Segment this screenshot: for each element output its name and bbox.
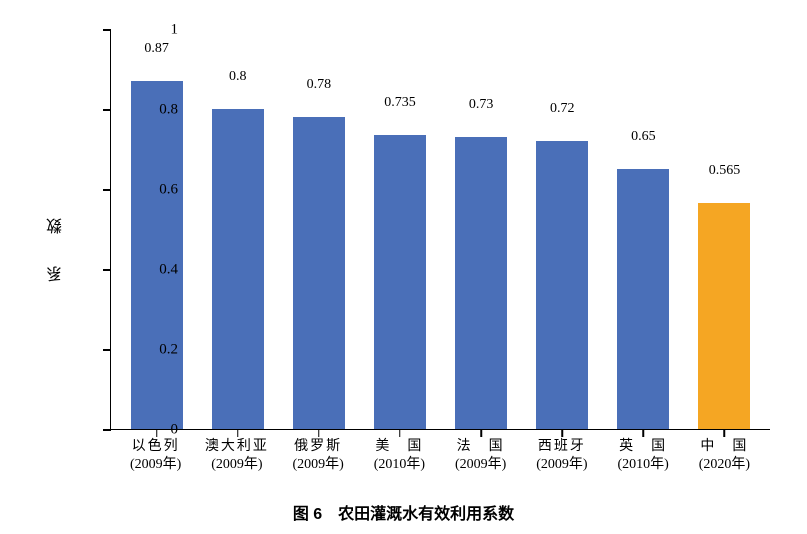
bar-slot: 0.78 bbox=[278, 30, 359, 429]
bar-value-label: 0.65 bbox=[631, 129, 656, 149]
bar-value-label: 0.73 bbox=[469, 97, 494, 117]
year-label: (2009年) bbox=[440, 456, 521, 474]
bar bbox=[536, 141, 588, 429]
bar-slot: 0.735 bbox=[359, 30, 440, 429]
x-axis-category: 以色列(2009年) bbox=[115, 438, 196, 474]
bars-container: 0.87 0.8 0.78 0.735 0.73 0.72 0.65 0.565 bbox=[111, 30, 770, 429]
x-axis-category: 英 国(2010年) bbox=[603, 438, 684, 474]
y-tick bbox=[103, 349, 111, 351]
x-axis-category: 中 国(2020年) bbox=[684, 438, 765, 474]
plot-area: 0.87 0.8 0.78 0.735 0.73 0.72 0.65 0.565 bbox=[110, 30, 770, 430]
x-tick bbox=[399, 429, 401, 437]
x-tick bbox=[643, 429, 645, 437]
bar-value-label: 0.8 bbox=[229, 69, 247, 89]
bar-value-label: 0.87 bbox=[144, 41, 169, 61]
y-tick bbox=[103, 189, 111, 191]
x-axis-labels: 以色列(2009年)澳大利亚(2009年)俄罗斯(2009年)美 国(2010年… bbox=[110, 438, 770, 474]
y-tick-label: 0.4 bbox=[118, 262, 178, 279]
bar-slot: 0.87 bbox=[116, 30, 197, 429]
country-label: 西班牙 bbox=[521, 438, 602, 456]
x-axis-category: 美 国(2010年) bbox=[359, 438, 440, 474]
country-label: 俄罗斯 bbox=[278, 438, 359, 456]
x-tick bbox=[237, 429, 239, 437]
x-tick bbox=[724, 429, 726, 437]
bar bbox=[617, 169, 669, 429]
bar bbox=[293, 117, 345, 429]
year-label: (2009年) bbox=[196, 456, 277, 474]
x-tick bbox=[480, 429, 482, 437]
y-tick-label: 0.2 bbox=[118, 342, 178, 359]
year-label: (2009年) bbox=[115, 456, 196, 474]
year-label: (2009年) bbox=[278, 456, 359, 474]
country-label: 美 国 bbox=[359, 438, 440, 456]
irrigation-coefficient-chart: 系 数 0.87 0.8 0.78 0.735 0.73 0.72 0.65 0.565 以色… bbox=[40, 20, 780, 480]
bar bbox=[698, 203, 750, 429]
y-tick-label: 1 bbox=[118, 22, 178, 39]
bar-slot: 0.65 bbox=[603, 30, 684, 429]
bar bbox=[212, 109, 264, 429]
bar-slot: 0.73 bbox=[441, 30, 522, 429]
country-label: 中 国 bbox=[684, 438, 765, 456]
bar-slot: 0.8 bbox=[197, 30, 278, 429]
year-label: (2010年) bbox=[359, 456, 440, 474]
bar-value-label: 0.72 bbox=[550, 101, 575, 121]
y-tick bbox=[103, 29, 111, 31]
y-tick bbox=[103, 429, 111, 431]
bar-slot: 0.72 bbox=[522, 30, 603, 429]
y-tick-label: 0.6 bbox=[118, 182, 178, 199]
year-label: (2020年) bbox=[684, 456, 765, 474]
bar bbox=[131, 81, 183, 429]
y-tick-label: 0.8 bbox=[118, 102, 178, 119]
country-label: 法 国 bbox=[440, 438, 521, 456]
bar-slot: 0.565 bbox=[684, 30, 765, 429]
country-label: 澳大利亚 bbox=[196, 438, 277, 456]
bar bbox=[455, 137, 507, 429]
year-label: (2009年) bbox=[521, 456, 602, 474]
bar-value-label: 0.735 bbox=[384, 95, 416, 115]
y-tick bbox=[103, 109, 111, 111]
bar-value-label: 0.565 bbox=[709, 163, 741, 183]
bar bbox=[374, 135, 426, 429]
figure-caption: 图 6 农田灌溉水有效利用系数 bbox=[0, 500, 807, 524]
year-label: (2010年) bbox=[603, 456, 684, 474]
x-axis-category: 俄罗斯(2009年) bbox=[278, 438, 359, 474]
y-axis-label: 系 数 bbox=[45, 210, 69, 282]
x-axis-category: 西班牙(2009年) bbox=[521, 438, 602, 474]
country-label: 以色列 bbox=[115, 438, 196, 456]
x-tick bbox=[561, 429, 563, 437]
x-axis-category: 法 国(2009年) bbox=[440, 438, 521, 474]
y-tick bbox=[103, 269, 111, 271]
x-tick bbox=[318, 429, 320, 437]
y-tick-label: 0 bbox=[118, 422, 178, 439]
country-label: 英 国 bbox=[603, 438, 684, 456]
x-axis-category: 澳大利亚(2009年) bbox=[196, 438, 277, 474]
bar-value-label: 0.78 bbox=[307, 77, 332, 97]
